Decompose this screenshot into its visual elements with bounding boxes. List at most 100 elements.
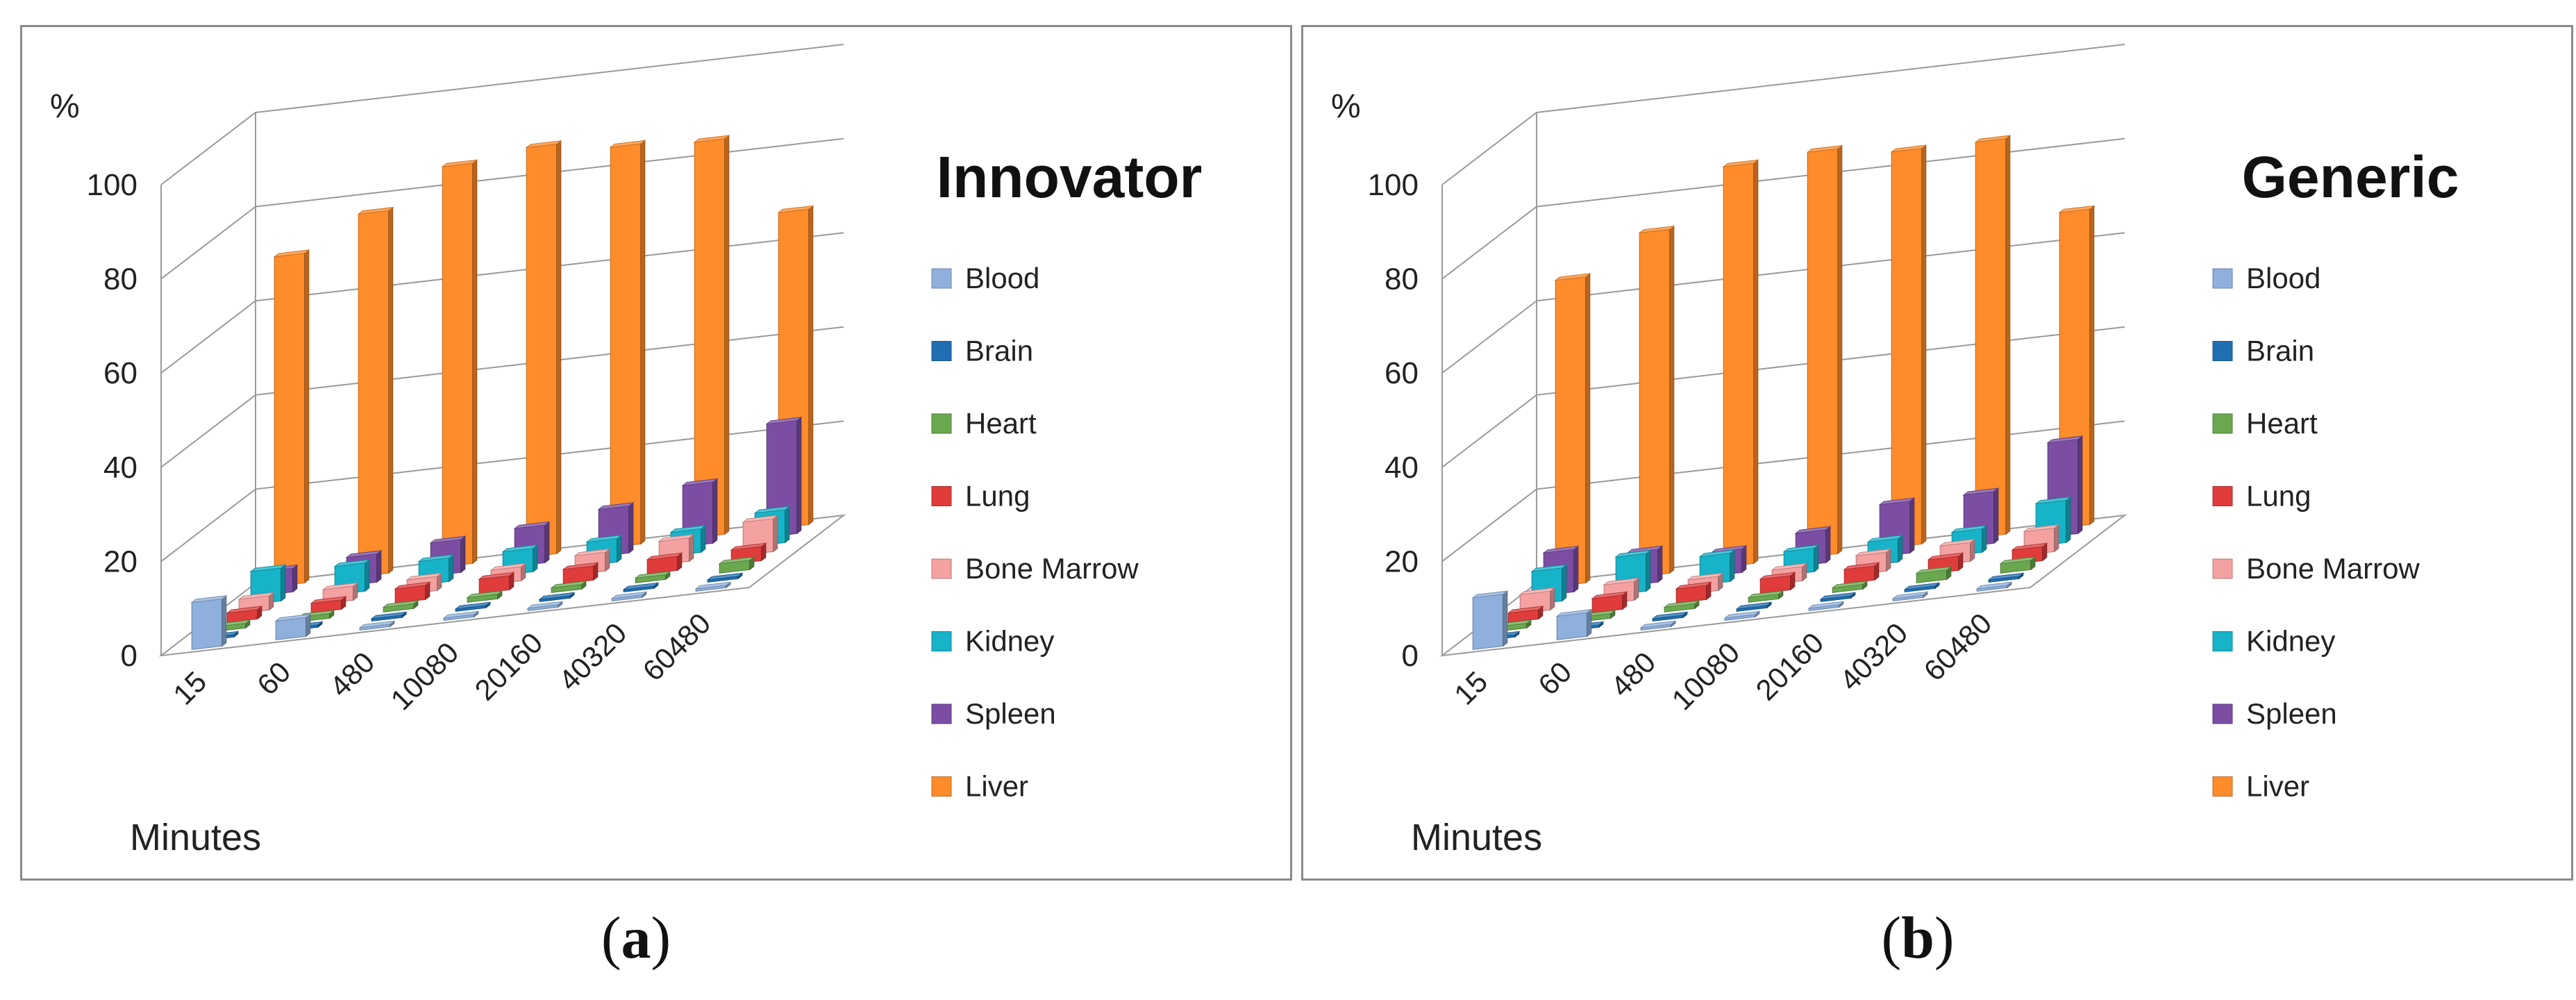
legend-label: Kidney — [2246, 625, 2335, 658]
bar-side — [1550, 587, 1555, 611]
x-axis-title: Minutes — [130, 817, 261, 858]
bar-top — [1614, 549, 1652, 558]
bar-top — [1987, 572, 2025, 581]
legend-swatch — [931, 703, 952, 724]
bar-top — [1771, 562, 1808, 571]
bar-top — [538, 592, 576, 600]
bar-side — [1898, 534, 1903, 563]
bar-top — [1831, 581, 1868, 589]
x-tick-label: 15 — [1448, 665, 1494, 711]
x-tick-label: 20160 — [469, 626, 549, 707]
legend-item: Spleen — [931, 697, 1056, 730]
legend-swatch — [2212, 703, 2233, 724]
bar-blood — [1723, 610, 1761, 621]
bar-liver — [441, 159, 478, 567]
bar-side — [605, 548, 610, 572]
bar-top — [718, 556, 755, 565]
bar-side — [1669, 225, 1675, 574]
legend-item: Liver — [931, 770, 1028, 803]
bar-front — [442, 162, 474, 567]
chart-panel-generic: 0 20 40 60 80 100 15 60 480 10080 20160 40320 60480%… — [1301, 25, 2573, 881]
legend-label: Liver — [2246, 770, 2309, 803]
bar-liver — [1806, 144, 1843, 558]
gridline — [1441, 232, 2125, 374]
bar-top — [1698, 549, 1736, 558]
bar-front — [1555, 276, 1587, 587]
gridline — [160, 138, 844, 280]
legend-label: Blood — [2246, 262, 2320, 294]
bar-top — [1819, 592, 1857, 600]
bar-blood — [274, 613, 312, 640]
bar-liver — [525, 140, 562, 558]
bar-lung — [1843, 562, 1880, 584]
bar-front — [358, 210, 390, 577]
gridline — [160, 420, 844, 562]
bar-top — [597, 502, 635, 510]
bar-blood — [1555, 608, 1593, 640]
bar-side — [1753, 159, 1759, 565]
legend-label: Brain — [2246, 335, 2314, 367]
bar-liver — [693, 135, 730, 538]
bar-top — [1639, 620, 1677, 628]
bar-lung — [1759, 572, 1796, 594]
bar-lung — [646, 552, 683, 574]
bar-side — [1585, 272, 1591, 584]
bar-top — [1891, 591, 1929, 599]
bar-side — [1587, 608, 1592, 638]
bar-top — [1603, 577, 1640, 585]
bar-top — [1903, 582, 1941, 590]
bar-top — [1555, 608, 1593, 617]
y-tick-label: 60 — [103, 356, 137, 390]
bar-heart — [382, 599, 419, 612]
bar-top — [1687, 572, 1724, 581]
bar-top — [1638, 225, 1675, 234]
gridline — [1441, 420, 2125, 562]
bar-top — [2023, 524, 2060, 533]
legend-label: Heart — [2246, 407, 2318, 440]
bar-lung — [226, 606, 263, 623]
bar-side — [449, 553, 454, 583]
bar-heart — [718, 556, 755, 574]
bar-top — [1747, 590, 1784, 599]
bar-lung — [310, 596, 347, 613]
bar-top — [562, 562, 599, 570]
bar-blood — [1807, 601, 1845, 611]
bar-lung — [478, 572, 515, 594]
bar-top — [274, 613, 312, 622]
bar-front — [610, 143, 642, 548]
bar-top — [273, 249, 310, 258]
legend-label: Lung — [965, 480, 1030, 512]
bar-side — [1730, 549, 1735, 583]
bar-front — [1556, 612, 1588, 640]
bar-top — [1663, 600, 1700, 608]
y-tick-label: 100 — [1368, 168, 1419, 202]
bar-top — [370, 611, 408, 619]
bar-liver — [1554, 272, 1591, 587]
bar-brain — [1651, 611, 1689, 622]
bar-side — [796, 416, 802, 535]
y-tick-label: 60 — [1385, 356, 1419, 390]
bar-side — [785, 506, 790, 544]
bar-top — [310, 596, 347, 604]
bar-top — [1939, 538, 1976, 547]
bar-side — [1886, 548, 1891, 572]
x-tick-label: 60 — [1532, 656, 1578, 701]
bar-heart — [1831, 580, 1868, 593]
bar-top — [2058, 205, 2096, 213]
bar-side — [2066, 496, 2071, 544]
bar-side — [1562, 564, 1567, 602]
figure-caption-b: (b) — [1881, 904, 1955, 971]
bar-top — [706, 572, 744, 581]
bar-top — [1794, 526, 1832, 534]
bar-front — [526, 143, 558, 558]
bar-front — [1723, 162, 1755, 567]
bar-top — [646, 552, 683, 560]
bar-heart — [1915, 566, 1952, 583]
bar-top — [2046, 435, 2084, 444]
bar-side — [2089, 205, 2095, 526]
bar-top — [1915, 566, 1952, 574]
bar-top — [358, 620, 396, 628]
